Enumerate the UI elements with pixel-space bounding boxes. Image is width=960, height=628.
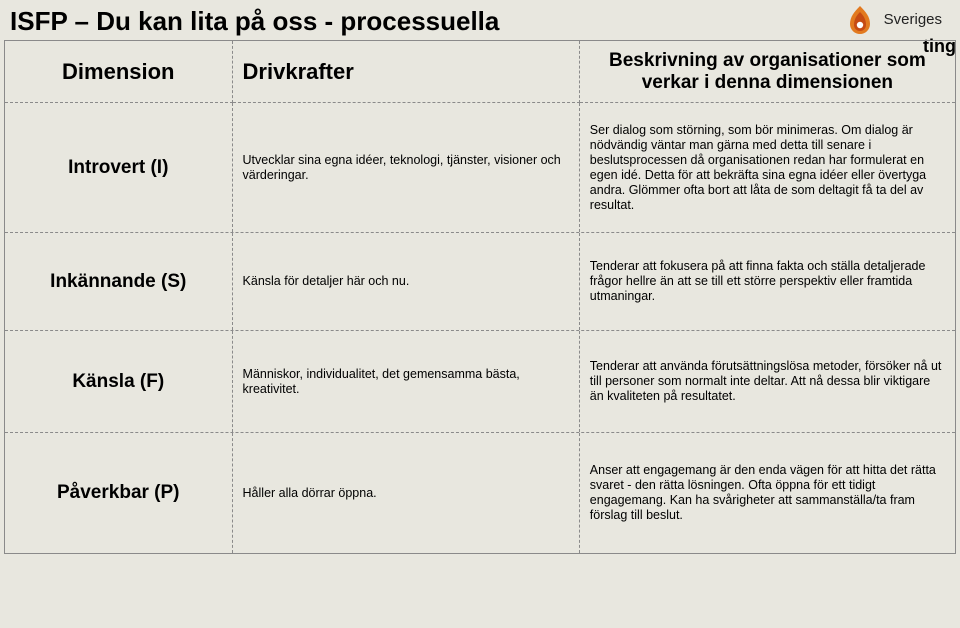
logo-text: Sveriges xyxy=(884,12,942,28)
cell-dimension: Introvert (I) xyxy=(5,103,233,232)
logo: Sveriges xyxy=(844,4,942,36)
table-row: Inkännande (S) Känsla för detaljer här o… xyxy=(5,233,955,331)
header-beskrivning: Beskrivning av organisationer som verkar… xyxy=(580,41,955,103)
cell-beskrivning: Ser dialog som störning, som bör minimer… xyxy=(580,103,955,232)
cell-dimension: Inkännande (S) xyxy=(5,233,233,330)
header-dimension: Dimension xyxy=(5,41,233,103)
flame-icon xyxy=(844,4,876,36)
dimensions-table: Dimension Drivkrafter Beskrivning av org… xyxy=(4,40,956,554)
cell-dimension: Påverkbar (P) xyxy=(5,433,233,553)
header-drivkrafter: Drivkrafter xyxy=(233,41,580,103)
cell-beskrivning: Tenderar att fokusera på att finna fakta… xyxy=(580,233,955,330)
table-row: Introvert (I) Utvecklar sina egna idéer,… xyxy=(5,103,955,233)
cell-drivkrafter: Håller alla dörrar öppna. xyxy=(233,433,580,553)
cell-drivkrafter: Utvecklar sina egna idéer, teknologi, tj… xyxy=(233,103,580,232)
table-row: Känsla (F) Människor, individualitet, de… xyxy=(5,331,955,433)
table-row: Påverkbar (P) Håller alla dörrar öppna. … xyxy=(5,433,955,553)
cell-drivkrafter: Känsla för detaljer här och nu. xyxy=(233,233,580,330)
page-title: ISFP – Du kan lita på oss - processuella xyxy=(10,6,499,37)
cell-dimension: Känsla (F) xyxy=(5,331,233,432)
cell-beskrivning: Tenderar att använda förutsättningslösa … xyxy=(580,331,955,432)
cell-drivkrafter: Människor, individualitet, det gemensamm… xyxy=(233,331,580,432)
logo-line1: Sveriges xyxy=(884,12,942,28)
cell-beskrivning: Anser att engagemang är den enda vägen f… xyxy=(580,433,955,553)
